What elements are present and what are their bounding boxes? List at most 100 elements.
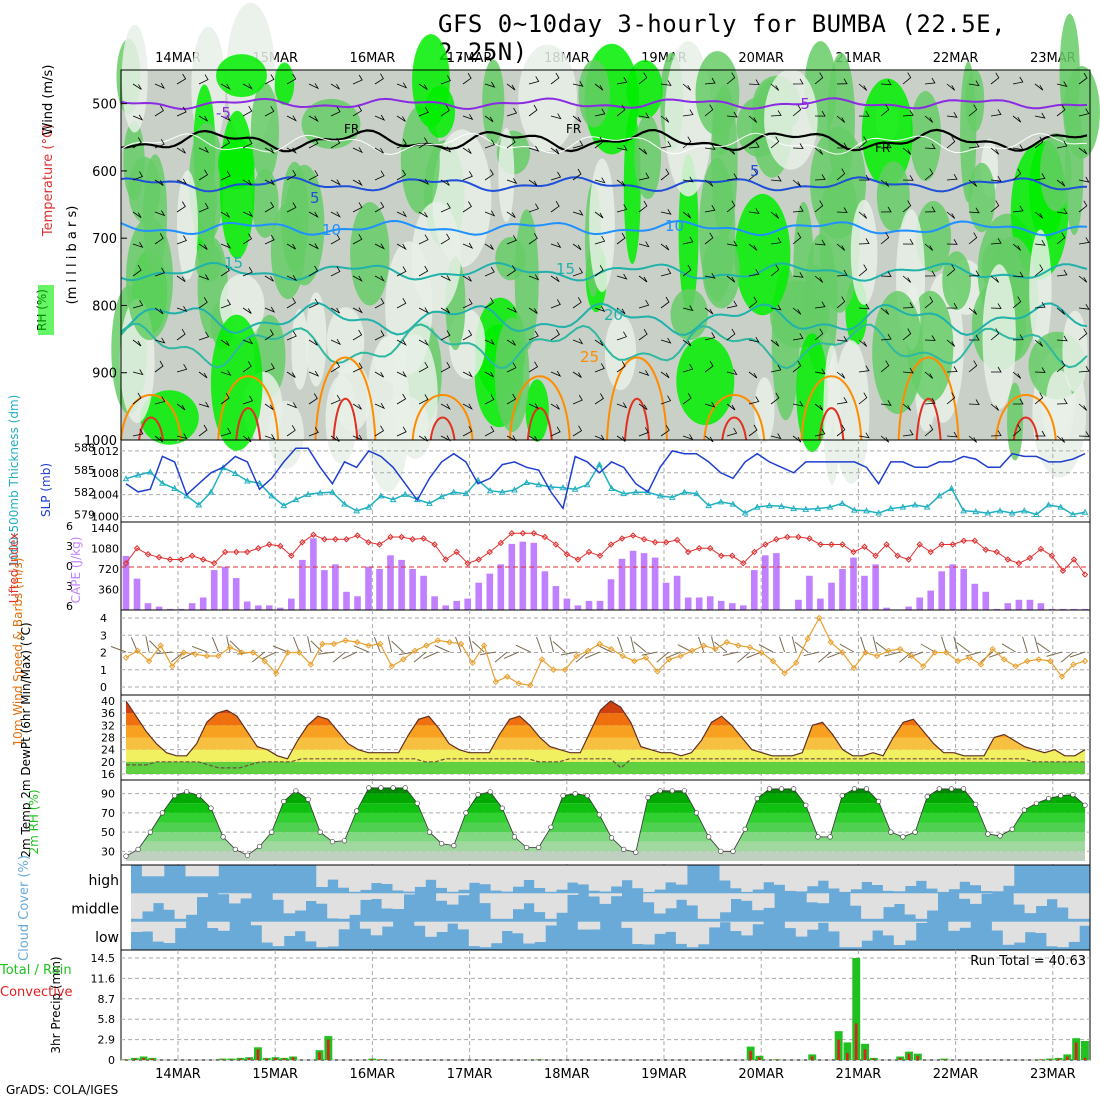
cloud-gap — [1046, 921, 1058, 947]
li-point — [288, 552, 295, 559]
precip-tick: 2.9 — [98, 1034, 116, 1047]
precip-convective-bar — [775, 1059, 779, 1060]
rh-point — [463, 810, 469, 816]
run-total: Run Total = 40.63 — [970, 954, 1086, 969]
date-label-top: 17MAR — [447, 51, 493, 66]
wind-barb — [814, 200, 824, 213]
temperature-contour — [120, 97, 1088, 111]
rh-blob — [1064, 100, 1084, 236]
date-label-bottom: 22MAR — [933, 1067, 979, 1082]
hot-contour — [624, 397, 650, 441]
cloud-gap — [436, 865, 448, 888]
cape-bar — [618, 558, 626, 611]
wind-barb — [770, 237, 782, 245]
cloud-gap — [861, 921, 873, 941]
wind-barb — [132, 137, 142, 149]
wind-barb — [264, 234, 275, 245]
wind-point — [180, 649, 187, 656]
wind-barb — [1034, 264, 1044, 277]
cloud-gap — [512, 893, 524, 910]
wind-barb-10m — [332, 651, 346, 663]
cape-bar — [938, 571, 945, 610]
cloud-gap — [741, 893, 753, 901]
wind-barb — [1056, 140, 1068, 149]
wind-barb — [902, 72, 912, 85]
cape-bar — [541, 571, 549, 610]
cloud-gap — [948, 865, 960, 890]
precip-convective-label: Convective — [0, 985, 73, 1000]
wind-barb — [1056, 307, 1066, 315]
wind-barb-10m — [1001, 643, 1016, 653]
wind-barb — [616, 361, 626, 373]
wind-barb — [660, 80, 672, 86]
rh-blob — [305, 292, 327, 387]
wind-barb — [1056, 335, 1068, 342]
wind-barb — [154, 179, 164, 186]
wind-barb — [440, 146, 452, 153]
rh-blob — [379, 395, 429, 448]
cape-bar — [155, 606, 163, 610]
rh-point — [439, 840, 445, 847]
warm-contour — [508, 375, 571, 441]
wind-point — [769, 657, 777, 665]
cloud-row-label: middle — [71, 902, 119, 918]
rh-bands — [126, 787, 1085, 861]
rh-band — [126, 822, 1085, 833]
temp-band — [126, 725, 1085, 738]
cape-bar — [828, 582, 835, 610]
hot-contour — [818, 407, 845, 441]
li-point — [210, 560, 218, 567]
precip-convective-bar — [256, 1049, 260, 1060]
wind-barb — [1034, 339, 1044, 347]
wind-barb — [792, 78, 804, 85]
cloud-gap — [1002, 921, 1015, 945]
li-point — [332, 536, 339, 543]
wind-barb — [748, 296, 758, 309]
cape-bar — [497, 564, 505, 610]
li-point — [861, 543, 868, 550]
wind-barb — [572, 80, 584, 87]
cape-bar — [552, 586, 560, 610]
wind-barb-10m — [722, 651, 739, 656]
wind-barb — [506, 306, 518, 313]
wind-barb — [396, 339, 407, 346]
wind-barb — [990, 275, 1000, 283]
temp-tick: 36 — [101, 707, 115, 720]
wind-barb-10m — [145, 636, 150, 653]
wind-barb — [924, 168, 934, 181]
wind-barb — [990, 403, 1000, 411]
wind-barb — [418, 435, 428, 442]
rh-point — [936, 786, 942, 792]
wind-barb — [770, 136, 780, 149]
contour-label: 5 — [750, 162, 760, 180]
cloud-gap — [752, 865, 764, 890]
wind-barb — [308, 370, 320, 377]
temp-tick: 20 — [101, 756, 115, 769]
wind-barb — [616, 144, 628, 151]
rh-blob — [270, 202, 305, 300]
wind-barb — [528, 403, 540, 410]
precip-convective-bar — [854, 1023, 858, 1060]
wind-barb — [286, 402, 298, 409]
wind-barb — [880, 400, 892, 406]
pressure-tick: 700 — [92, 232, 117, 247]
cloud-gap — [675, 865, 688, 885]
wind-barb — [176, 106, 187, 117]
cloud-gap — [839, 865, 851, 892]
li-point — [255, 545, 262, 552]
cloud-gap — [1057, 921, 1069, 948]
cloud-gap — [512, 921, 524, 934]
li-point — [1081, 571, 1089, 578]
rh-point — [596, 812, 603, 818]
cloud-gap — [152, 893, 165, 904]
thickness-tick: 579 — [74, 509, 95, 522]
rh-blob — [326, 307, 365, 375]
li-point — [839, 541, 846, 548]
cape-bar — [916, 597, 923, 610]
rh-blob — [494, 317, 530, 433]
wind-barb — [308, 211, 319, 218]
cloud-gap — [610, 893, 622, 897]
precip-convective-bar — [846, 1053, 849, 1060]
slp-line — [125, 447, 1086, 511]
wind-barb — [748, 424, 758, 437]
